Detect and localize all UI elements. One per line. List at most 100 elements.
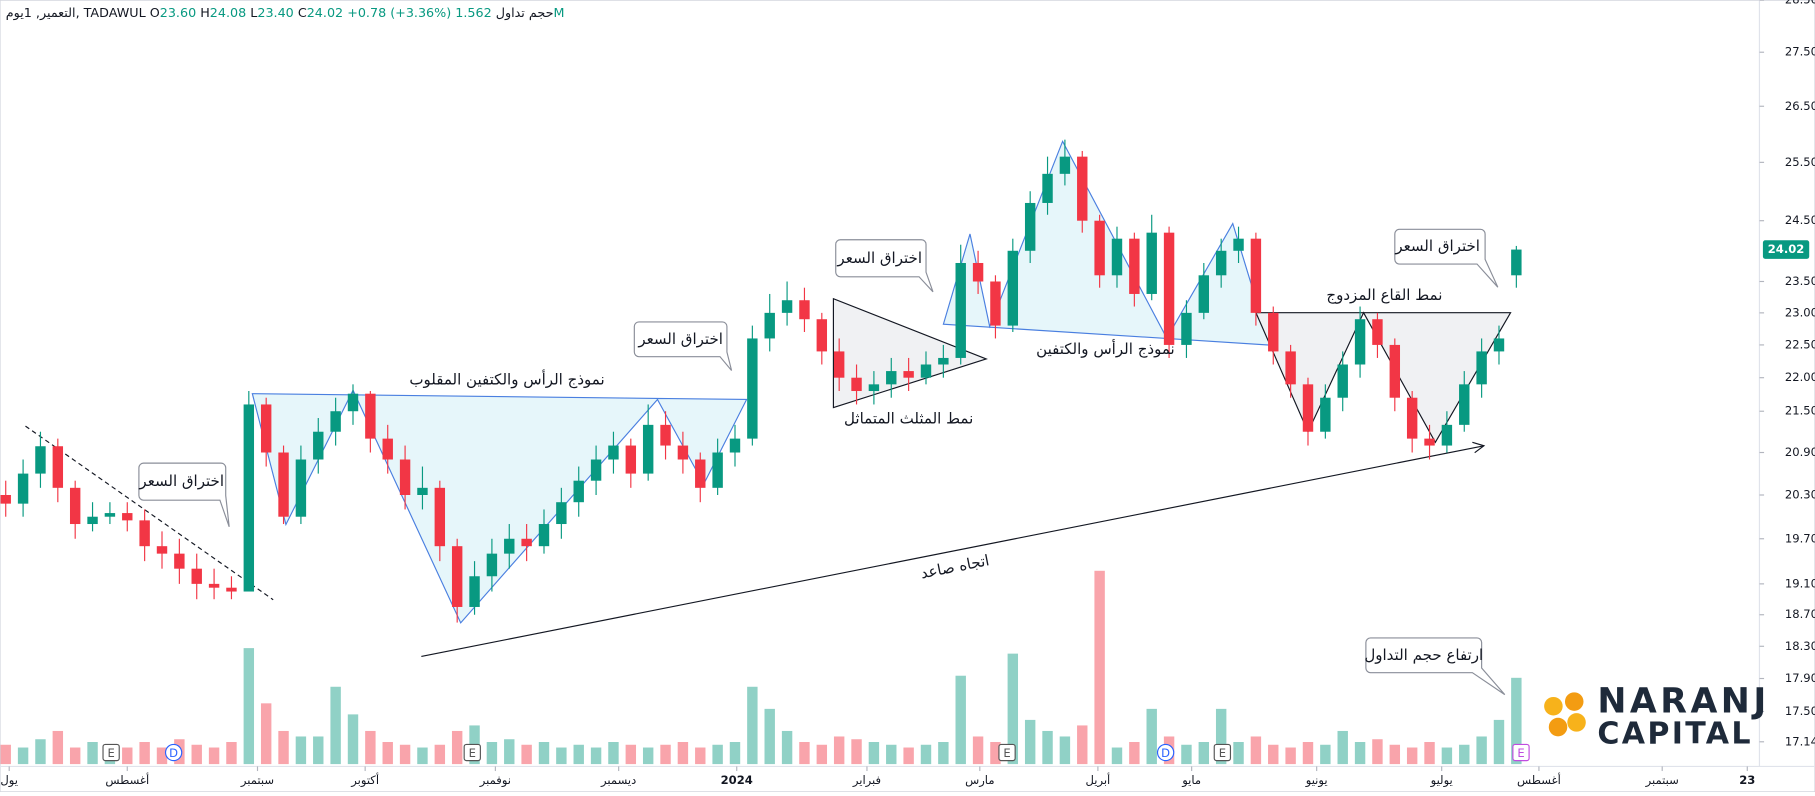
candle-body bbox=[1389, 344, 1401, 398]
c-label: C bbox=[298, 5, 307, 20]
event-marker-label: D bbox=[1161, 746, 1170, 760]
volume-bar bbox=[556, 747, 567, 765]
down-trendline bbox=[25, 425, 274, 601]
volume-bar bbox=[1285, 747, 1296, 765]
event-marker-label: E bbox=[1219, 746, 1226, 760]
y-tick-label: 27.50 bbox=[1785, 45, 1815, 59]
candle-body bbox=[156, 546, 168, 554]
x-tick-label: يول bbox=[0, 773, 18, 788]
candle-body bbox=[122, 513, 133, 521]
y-tick-label: 24.50 bbox=[1785, 213, 1815, 227]
volume-bar bbox=[990, 742, 1001, 765]
volume-bar bbox=[347, 714, 359, 765]
candle-body bbox=[417, 487, 428, 495]
volume-bar bbox=[87, 742, 98, 765]
x-tick-label: يونيو bbox=[1305, 773, 1328, 788]
y-tick-label: 20.90 bbox=[1785, 445, 1815, 459]
candle-body bbox=[886, 371, 897, 385]
volume-bar bbox=[1024, 719, 1036, 765]
candle-body bbox=[1424, 438, 1435, 446]
price-tag bbox=[1762, 240, 1810, 259]
annotation: نموذج الرأس والكتفين bbox=[1036, 339, 1175, 359]
candle-body bbox=[139, 520, 150, 547]
candle-body bbox=[764, 312, 775, 339]
volume-bar bbox=[1302, 742, 1314, 765]
event-marker-label: E bbox=[1003, 746, 1010, 760]
candle-body bbox=[625, 445, 637, 474]
candle-body bbox=[35, 446, 46, 474]
event-marker bbox=[1213, 743, 1232, 762]
volume-bar bbox=[399, 744, 411, 765]
candle-body bbox=[208, 583, 220, 588]
candle-body bbox=[1459, 384, 1470, 425]
candle-body bbox=[695, 459, 706, 488]
candle-body bbox=[556, 502, 567, 525]
annotation: اختراق السعر bbox=[138, 472, 224, 490]
volume-bar bbox=[69, 747, 81, 765]
candle-body bbox=[260, 404, 272, 453]
volume-bar bbox=[955, 675, 966, 765]
candle-body bbox=[1511, 249, 1522, 276]
volume-bar bbox=[226, 742, 237, 765]
volume-bar bbox=[868, 742, 880, 765]
candle-body bbox=[1129, 238, 1140, 294]
annotation: نمط المثلث المتماثل bbox=[844, 410, 973, 428]
volume-bar bbox=[1129, 742, 1140, 765]
candle-body bbox=[642, 424, 654, 474]
callout-box bbox=[1394, 228, 1499, 288]
volume-bar bbox=[1372, 739, 1383, 765]
candle-body bbox=[538, 524, 550, 547]
y-tick-label: 23.00 bbox=[1785, 305, 1815, 319]
volume-bar bbox=[1077, 725, 1088, 765]
logo-icon bbox=[1567, 713, 1586, 732]
volume-bar bbox=[886, 744, 897, 765]
candle-body bbox=[729, 438, 741, 453]
change: +0.78 (+3.36%) bbox=[347, 5, 451, 20]
logo-icon bbox=[1548, 717, 1568, 737]
candle-body bbox=[1302, 384, 1314, 432]
volume-bar bbox=[191, 744, 202, 765]
candle-body bbox=[1163, 232, 1175, 345]
event-marker bbox=[1156, 743, 1175, 762]
volume-bar bbox=[1250, 736, 1262, 765]
annotation: اختراق السعر bbox=[1394, 237, 1480, 255]
volume-bar bbox=[712, 744, 723, 765]
volume-bar bbox=[1476, 736, 1487, 765]
candle-body bbox=[1372, 319, 1383, 345]
volume-bar bbox=[208, 747, 220, 765]
candle-body bbox=[451, 546, 463, 607]
candle-body bbox=[469, 576, 480, 607]
candle-body bbox=[1233, 238, 1244, 251]
candle-body bbox=[608, 445, 619, 460]
event-marker bbox=[102, 743, 120, 762]
candle-body bbox=[955, 262, 966, 358]
candle-body bbox=[52, 446, 64, 488]
volume-bar bbox=[677, 742, 689, 765]
volume-bar bbox=[573, 744, 584, 765]
volume-bar bbox=[17, 747, 29, 765]
volume-bar bbox=[486, 742, 498, 765]
volume-bar bbox=[816, 744, 828, 765]
volume-bar bbox=[35, 739, 46, 765]
y-tick-label: 22.00 bbox=[1785, 370, 1815, 384]
x-tick-label: فبراير bbox=[852, 773, 881, 788]
event-marker-label: E bbox=[107, 746, 114, 760]
candle-body bbox=[69, 487, 81, 525]
candle-body bbox=[365, 393, 376, 439]
event-marker bbox=[463, 743, 481, 762]
volume-bar bbox=[1424, 742, 1435, 765]
y-tick-label: 18.30 bbox=[1785, 639, 1815, 653]
candle-body bbox=[1354, 319, 1366, 365]
candle-body bbox=[486, 553, 498, 577]
volume-bar bbox=[313, 736, 324, 765]
x-tick-label: أغسطس bbox=[1517, 772, 1561, 788]
candle-body bbox=[295, 459, 307, 517]
volume-bar bbox=[1320, 744, 1331, 765]
candle-body bbox=[347, 393, 359, 412]
volume-bar bbox=[851, 739, 862, 765]
candle-body bbox=[1111, 238, 1123, 276]
volume-bar bbox=[139, 742, 150, 765]
event-marker bbox=[998, 743, 1016, 762]
candle-body bbox=[1007, 250, 1019, 326]
logo-icon bbox=[1564, 692, 1584, 711]
